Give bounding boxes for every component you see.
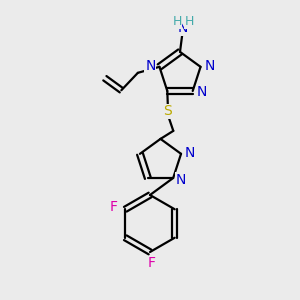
Text: N: N [196,85,207,99]
Text: H: H [172,15,182,28]
Text: N: N [145,59,156,73]
Text: N: N [177,21,188,35]
Text: S: S [164,104,172,118]
Text: F: F [148,256,155,270]
Text: N: N [184,146,195,160]
Text: N: N [204,59,215,73]
Text: H: H [184,15,194,28]
Text: F: F [109,200,117,214]
Text: N: N [176,173,186,187]
